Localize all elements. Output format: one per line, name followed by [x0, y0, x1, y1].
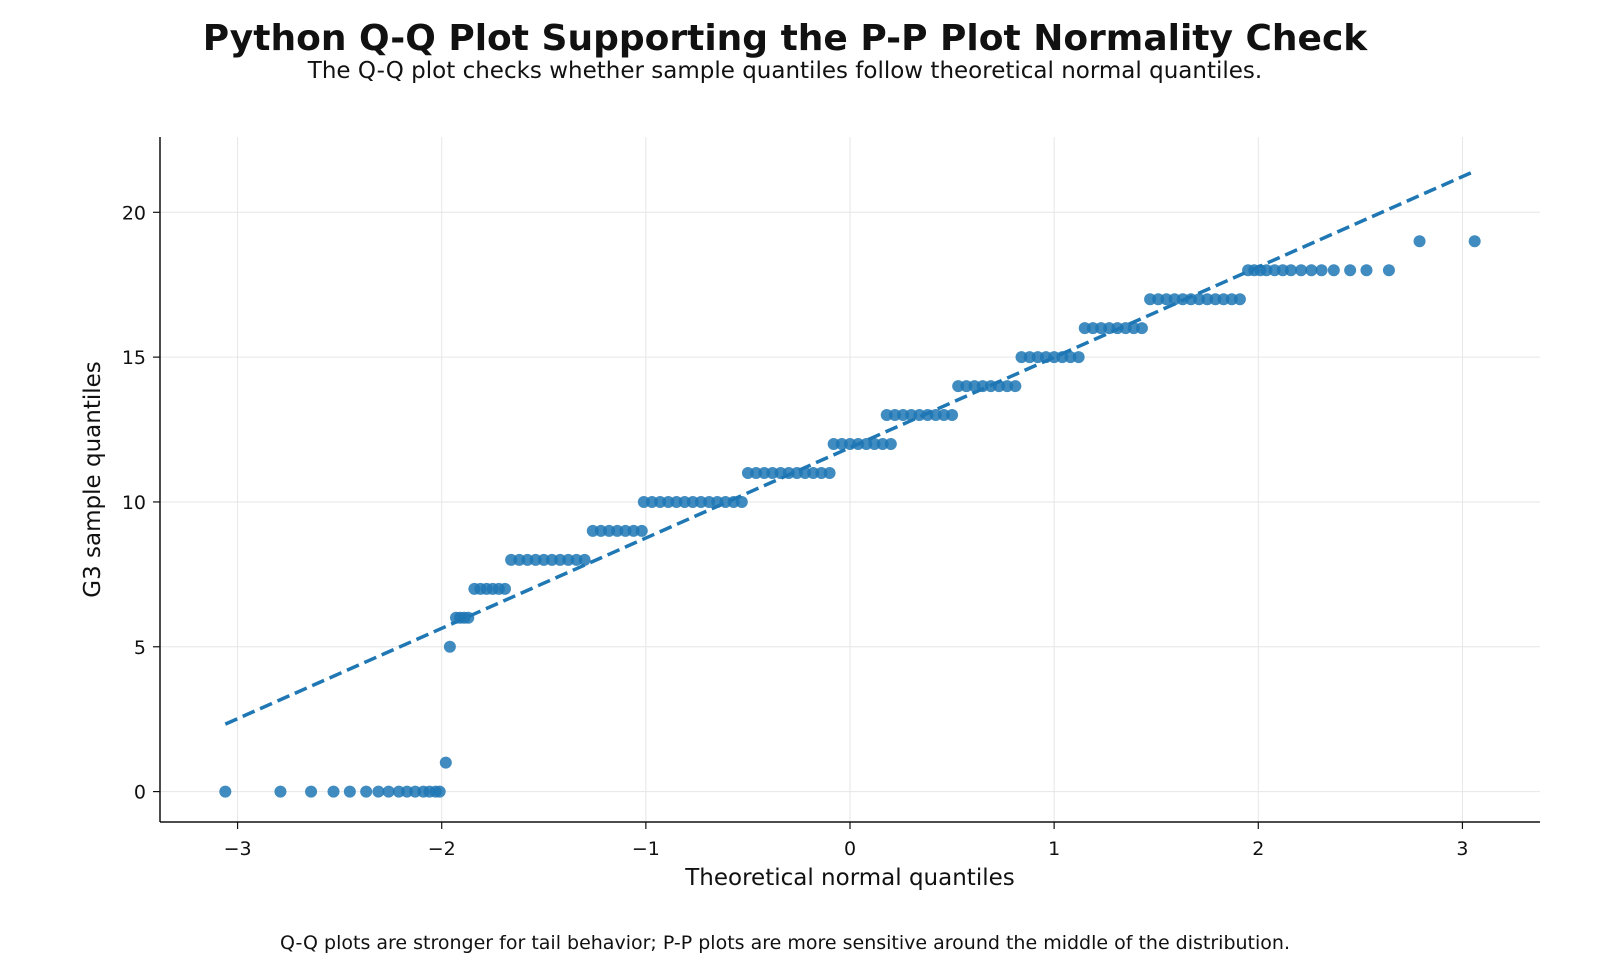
x-tick-label: −2 — [428, 838, 456, 860]
data-point — [1284, 264, 1297, 277]
data-point — [1233, 293, 1246, 306]
data-point — [1295, 264, 1308, 277]
y-tick-label: 0 — [134, 782, 146, 804]
data-point — [360, 785, 373, 798]
data-point — [1344, 264, 1357, 277]
data-point — [327, 785, 340, 798]
data-point — [499, 582, 511, 595]
chart-title: Python Q-Q Plot Supporting the P-P Plot … — [202, 18, 1368, 59]
data-point — [439, 756, 452, 769]
data-point — [462, 611, 475, 624]
scatter-points — [219, 235, 1481, 798]
y-tick-label: 5 — [134, 637, 146, 659]
x-tick-label: 2 — [1252, 838, 1264, 860]
data-point — [1315, 264, 1328, 277]
x-tick-label: −1 — [632, 838, 660, 860]
data-point — [1360, 264, 1373, 277]
data-point — [1327, 264, 1340, 277]
data-point — [884, 438, 897, 451]
data-point — [219, 785, 232, 798]
x-tick-label: 1 — [1048, 838, 1060, 860]
x-tick-label: −3 — [224, 838, 252, 860]
x-axis-label: Theoretical normal quantiles — [684, 865, 1014, 891]
y-tick-label: 15 — [122, 347, 146, 369]
data-point — [1382, 264, 1395, 277]
data-point — [823, 466, 836, 479]
data-point — [382, 785, 395, 798]
data-point — [305, 785, 318, 798]
data-point — [946, 409, 959, 422]
data-point — [1305, 264, 1318, 277]
data-point — [1413, 235, 1426, 248]
data-point — [735, 495, 748, 508]
data-point — [1468, 235, 1481, 248]
data-point — [433, 785, 446, 798]
chart-subtitle: The Q-Q plot checks whether sample quant… — [307, 58, 1263, 84]
data-point — [1135, 322, 1148, 335]
data-point — [274, 785, 287, 798]
data-point — [443, 640, 456, 653]
y-tick-label: 10 — [122, 492, 146, 514]
data-point — [1009, 380, 1022, 393]
data-point — [635, 524, 648, 537]
y-tick-label: 20 — [122, 202, 146, 224]
x-tick-label: 0 — [844, 838, 856, 860]
chart-footnote: Q-Q plots are stronger for tail behavior… — [280, 932, 1290, 954]
x-tick-label: 3 — [1456, 838, 1468, 860]
data-point — [578, 553, 591, 566]
y-axis-ticks: 0 5 10 15 20 — [122, 202, 160, 804]
data-point — [1072, 351, 1085, 364]
grid-lines — [160, 137, 1540, 822]
x-axis-ticks: −3 −2 −1 0 1 2 3 — [224, 822, 1468, 860]
y-axis-label: G3 sample quantiles — [80, 361, 106, 597]
data-point — [343, 785, 356, 798]
data-point — [372, 785, 385, 798]
